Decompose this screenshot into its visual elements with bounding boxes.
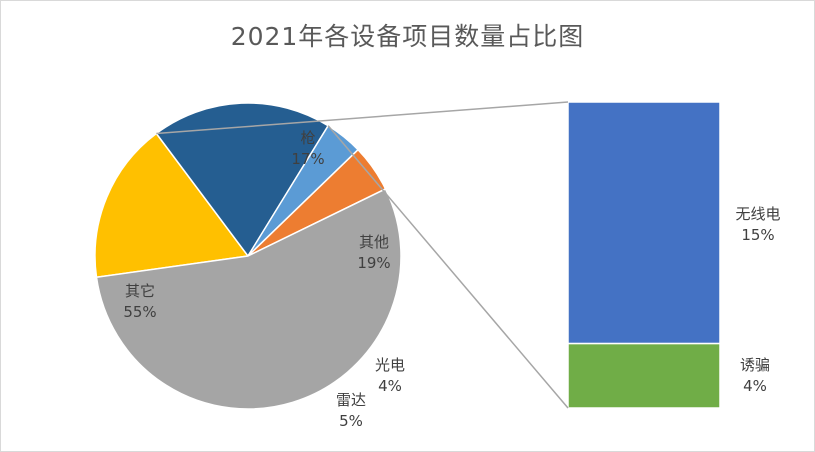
slice-label-name-1: 枪 [300, 129, 315, 147]
bar-segment-1 [567, 101, 721, 345]
chart-title: 2021年各设备项目数量占比图 [230, 22, 585, 51]
bar-segment-2 [567, 342, 721, 409]
slice-label-name-2: 其他 [359, 233, 389, 251]
slice-label-name-5: 其它 [125, 282, 155, 300]
connector-line-top [156, 101, 569, 135]
slice-label-value-4: 5% [339, 412, 363, 430]
slice-label-value-1: 17% [291, 150, 324, 168]
slice-label-value-5: 55% [123, 303, 156, 321]
pie-slice-5 [95, 187, 402, 410]
bar-label-value-2: 4% [743, 377, 767, 395]
slice-label-value-2: 19% [357, 254, 390, 272]
slice-label-name-3: 光电 [375, 356, 405, 374]
bar-label-name-1: 无线电 [735, 205, 780, 223]
slice-label-name-4: 雷达 [336, 391, 366, 409]
bar-label-name-2: 诱骗 [740, 356, 770, 374]
pie-slice-1 [94, 132, 250, 279]
pie-slice-2 [155, 102, 330, 258]
bar-label-value-1: 15% [741, 226, 774, 244]
connector-line-bottom [327, 125, 569, 409]
slice-label-value-3: 4% [378, 377, 402, 395]
